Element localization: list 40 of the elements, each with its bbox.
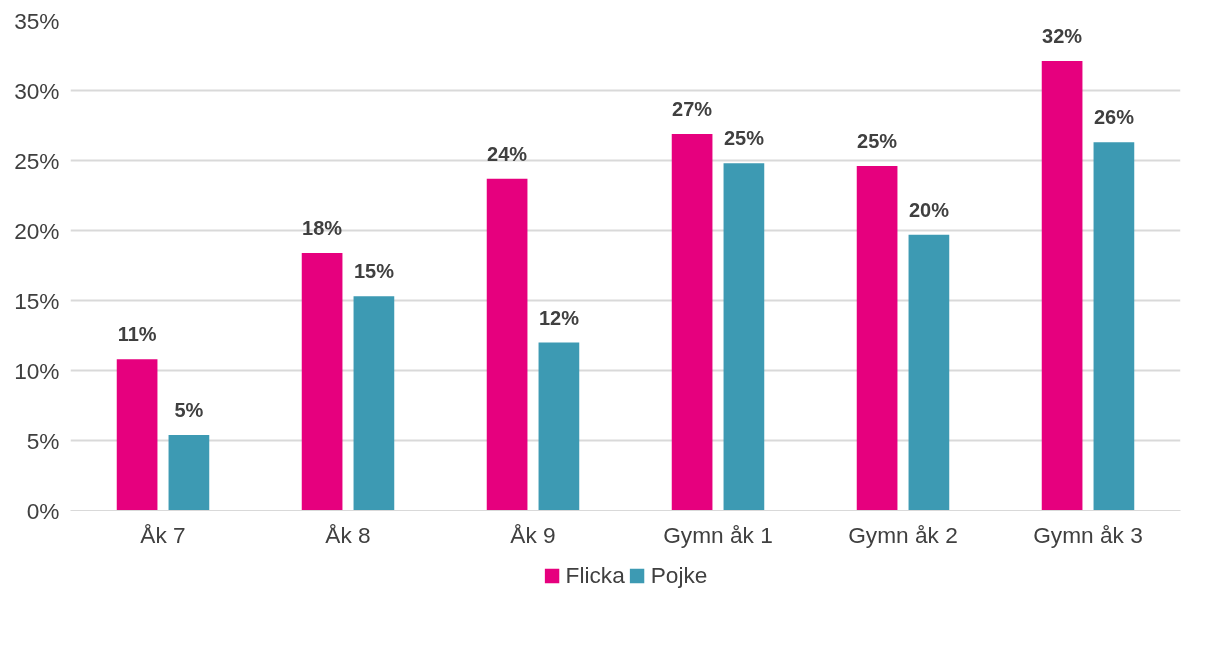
y-tick-label: 20% <box>14 217 60 244</box>
x-tick-label: Gymn åk 3 <box>1033 521 1143 548</box>
legend-label: Flicka <box>565 561 625 589</box>
data-label: 15% <box>353 260 395 283</box>
data-label: 20% <box>908 198 950 221</box>
x-tick-label: Åk 9 <box>510 521 556 548</box>
data-label: 18% <box>302 216 343 239</box>
data-label: 25% <box>723 127 765 150</box>
data-label: 27% <box>672 97 713 120</box>
bar <box>856 166 898 511</box>
y-tick-label: 5% <box>26 427 60 454</box>
data-label: 11% <box>117 323 157 346</box>
bar <box>168 434 210 511</box>
data-label: 32% <box>1042 25 1083 48</box>
bar <box>486 178 528 511</box>
y-tick-label: 30% <box>14 77 60 104</box>
y-tick-label: 25% <box>14 147 60 174</box>
data-label: 24% <box>487 142 528 165</box>
bar <box>671 133 713 511</box>
y-tick-label: 15% <box>14 287 60 314</box>
bar <box>301 252 343 511</box>
data-label: 12% <box>538 306 580 329</box>
bar <box>353 296 395 511</box>
x-tick-label: Åk 8 <box>325 521 371 548</box>
data-label: 25% <box>857 130 898 153</box>
x-tick-label: Gymn åk 1 <box>663 521 773 548</box>
bar <box>723 163 765 511</box>
x-tick-label: Gymn åk 2 <box>848 521 958 548</box>
y-tick-label: 10% <box>14 357 60 384</box>
bar <box>1041 61 1083 511</box>
data-label: 5% <box>174 398 204 421</box>
y-tick-label: 0% <box>26 497 60 524</box>
bar <box>908 234 950 511</box>
bar <box>1093 142 1135 511</box>
data-label: 26% <box>1093 106 1135 129</box>
y-tick-label: 35% <box>14 7 60 34</box>
x-tick-label: Åk 7 <box>140 521 186 548</box>
bar <box>116 359 158 511</box>
bar <box>538 342 580 511</box>
legend-label: Pojke <box>650 561 708 589</box>
